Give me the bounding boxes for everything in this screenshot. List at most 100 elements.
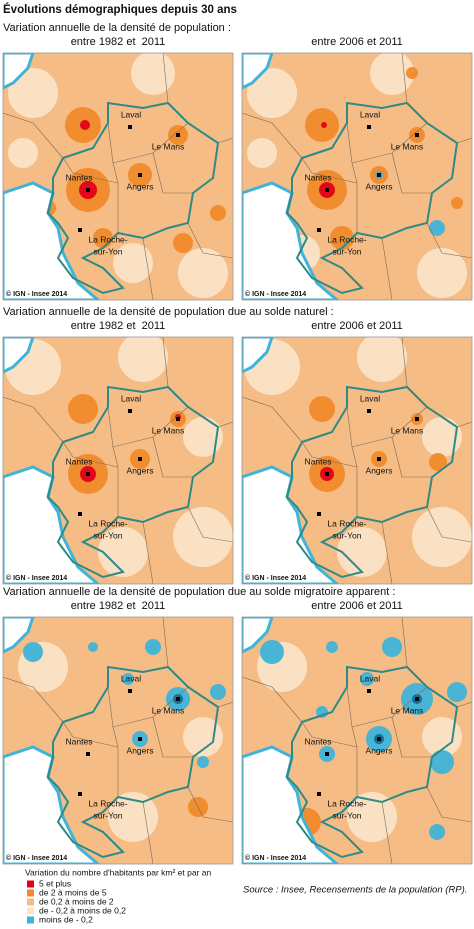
section-title: Variation annuelle de la densité de popu… — [3, 306, 334, 318]
city-dot — [325, 752, 329, 756]
region-border — [285, 665, 459, 859]
density-zone — [197, 756, 209, 768]
density-zone — [347, 792, 397, 842]
map-frame — [241, 336, 473, 585]
panel-subtitle: entre 2006 et 2011 — [311, 320, 403, 332]
map-frame — [241, 616, 473, 865]
density-zone — [131, 53, 175, 95]
sea — [242, 53, 274, 90]
city-label: Laval — [121, 393, 141, 403]
city-label: Angers — [127, 181, 154, 191]
city-label: Laval — [360, 109, 380, 119]
region-border — [46, 101, 220, 295]
sea — [3, 181, 101, 300]
source: Source : Insee, Recensements de la popul… — [243, 885, 467, 896]
city-dot — [415, 697, 419, 701]
legend-swatch — [27, 916, 34, 924]
density-zone — [178, 248, 228, 298]
city-label: Laval — [121, 109, 141, 119]
credit: © IGN - Insee 2014 — [6, 290, 67, 298]
city-dot — [317, 512, 321, 516]
density-zone — [429, 824, 445, 840]
city-dot — [138, 173, 142, 177]
map-frame — [2, 52, 234, 301]
city-dot — [377, 737, 381, 741]
city-label: Le Mans — [152, 705, 185, 715]
region-border — [46, 665, 220, 859]
city-label: La Roche- — [327, 234, 366, 244]
city-label: Angers — [366, 181, 393, 191]
density-zone — [337, 527, 387, 577]
credit: © IGN - Insee 2014 — [245, 574, 306, 582]
city-label: Nantes — [66, 172, 93, 182]
density-zone — [247, 138, 277, 168]
legend-swatch — [27, 880, 34, 888]
city-dot — [415, 133, 419, 137]
density-zone — [309, 396, 335, 422]
density-zone — [145, 639, 161, 655]
sea — [242, 465, 340, 584]
legend-swatch — [27, 889, 34, 897]
city-dot — [138, 737, 142, 741]
city-dot — [138, 457, 142, 461]
sea — [242, 617, 274, 654]
legend-label: 5 et plus — [39, 878, 71, 888]
city-dot — [128, 409, 132, 413]
city-label: Nantes — [305, 736, 332, 746]
panel-subtitle: entre 2006 et 2011 — [311, 36, 403, 48]
map-content: Laval Le Mans Nantes Angers La Roche-sur-Yon… — [242, 337, 472, 584]
dept-border — [242, 53, 472, 300]
city-label: Nantes — [305, 172, 332, 182]
credit: © IGN - Insee 2014 — [245, 854, 306, 862]
density-zone — [422, 417, 462, 457]
density-zone — [321, 122, 327, 128]
city-label: Angers — [127, 745, 154, 755]
city-label: Le Mans — [391, 705, 424, 715]
section-title: Variation annuelle de la densité de popu… — [3, 586, 395, 598]
city-dot — [325, 472, 329, 476]
sea — [3, 617, 35, 654]
city-dot — [176, 697, 180, 701]
city-label: sur-Yon — [94, 810, 123, 820]
panel-subtitle: entre 1982 et 2011 — [71, 320, 166, 332]
city-dot — [325, 188, 329, 192]
density-zone — [23, 642, 43, 662]
city-label: Nantes — [66, 736, 93, 746]
city-dot — [367, 125, 371, 129]
panel-subtitle: entre 1982 et 2011 — [71, 36, 166, 48]
city-dot — [367, 409, 371, 413]
sea — [3, 337, 35, 374]
legend-label: moins de - 0,2 — [39, 914, 93, 924]
city-dot — [86, 188, 90, 192]
map-content: Laval Le Mans Nantes Angers La Roche-sur-Yon… — [3, 53, 233, 300]
city-label: sur-Yon — [333, 810, 362, 820]
map-frame — [241, 52, 473, 301]
region-border — [285, 101, 459, 295]
density-zone — [8, 138, 38, 168]
density-zone — [422, 717, 462, 757]
sea — [242, 181, 340, 300]
dept-border — [3, 617, 233, 864]
panel-subtitle: entre 2006 et 2011 — [311, 600, 403, 612]
density-zone — [447, 682, 467, 702]
density-zone — [326, 641, 338, 653]
dept-border — [3, 337, 233, 584]
density-zone — [183, 417, 223, 457]
dept-border — [242, 337, 472, 584]
city-label: La Roche- — [88, 234, 127, 244]
density-zone — [122, 673, 134, 685]
dept-border — [242, 617, 472, 864]
city-label: Le Mans — [152, 425, 185, 435]
city-label: sur-Yon — [94, 246, 123, 256]
density-zone — [210, 205, 226, 221]
density-zone — [451, 197, 463, 209]
sea — [3, 53, 35, 90]
map-frame — [2, 616, 234, 865]
maps: Variation annuelle de la densité de popu… — [2, 22, 473, 865]
map-content: Laval Le Mans Nantes Angers La Roche-sur-Yon… — [3, 617, 233, 864]
city-label: Laval — [121, 673, 141, 683]
legend: Variation du nombre d'habitants par km² … — [25, 867, 211, 924]
map-content: Laval Le Mans Nantes Angers La Roche-sur-Yon… — [3, 337, 233, 584]
map-panel: Laval Le Mans Nantes Angers La Roche-sur-Yon… — [241, 616, 473, 865]
